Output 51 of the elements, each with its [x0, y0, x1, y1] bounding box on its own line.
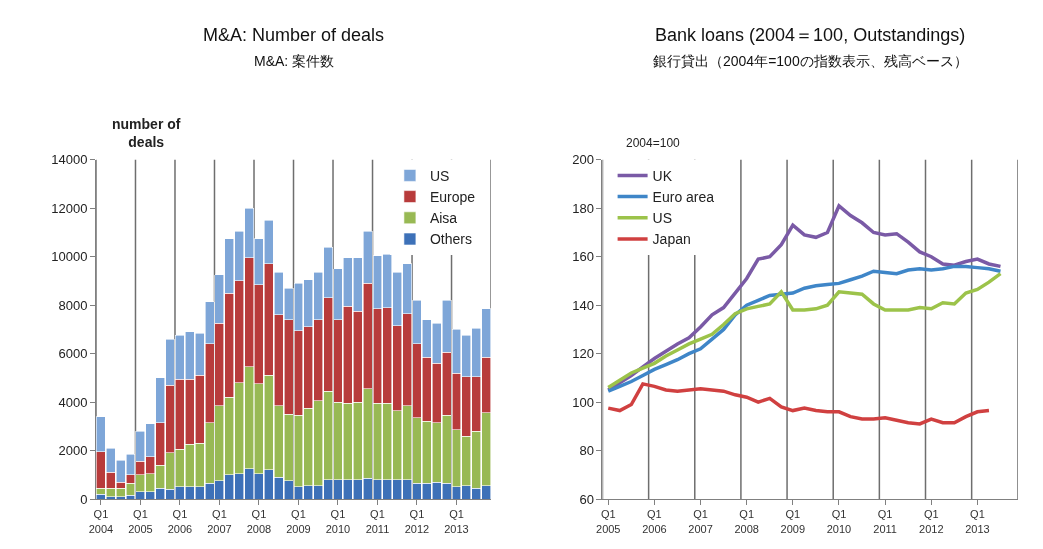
- y-tick-label: 60: [579, 491, 594, 507]
- x-tick-label: Q1 2009: [286, 508, 311, 535]
- x-tick-label: Q1 2005: [596, 508, 621, 535]
- x-tick-label: Q1 2008: [246, 508, 272, 535]
- chart-title: M&A: Number of deals: [203, 25, 385, 45]
- y-tick-label: 140: [572, 297, 594, 313]
- y-axis-title: number of deals: [112, 116, 181, 151]
- x-tick-label: Q1 2004: [88, 508, 114, 535]
- x-tick-label: Q1 2007: [207, 508, 232, 535]
- y-tick-label: 120: [572, 346, 594, 362]
- y-axis-title: 2004=100: [626, 136, 681, 150]
- y-tick-label: 12000: [51, 200, 88, 216]
- x-tick-label: Q1 2006: [642, 508, 667, 535]
- legend-label: UK: [652, 167, 673, 184]
- y-tick-label: 6000: [58, 346, 88, 362]
- y-tick-label: 8000: [58, 297, 88, 313]
- y-tick-label: 160: [572, 249, 594, 265]
- line-series: [606, 204, 1003, 392]
- x-tick-label: Q1 2012: [919, 508, 944, 535]
- y-tick-label: 0: [80, 491, 88, 507]
- legend-label: Japan: [652, 231, 691, 248]
- y-tick-label: 200: [572, 152, 594, 168]
- x-tick-label: Q1 2007: [688, 508, 713, 535]
- y-tick-label: 14000: [51, 152, 88, 168]
- legend-label: Others: [429, 231, 472, 248]
- chart-subtitle: 銀行貸出（2004年=100の指数表示、残高ベース）: [653, 53, 968, 69]
- y-tick-label: 80: [579, 443, 594, 459]
- x-tick-label: Q1 2010: [325, 508, 351, 535]
- x-tick-label: Q1 2008: [734, 508, 759, 535]
- y-tick-label: 4000: [58, 394, 88, 410]
- x-tick-label: Q1 2005: [128, 508, 153, 535]
- legend-label: Aisa: [429, 210, 458, 227]
- x-tick-label: Q1 2013: [444, 508, 469, 535]
- x-tick-label: Q1 2011: [873, 508, 897, 535]
- x-tick-label: Q1 2013: [965, 508, 990, 535]
- line-series: [606, 382, 991, 426]
- x-tick-label: Q1 2010: [826, 508, 852, 535]
- x-tick-label: Q1 2011: [365, 508, 390, 535]
- y-tick-label: 100: [572, 394, 594, 410]
- legend-label: US: [652, 210, 673, 227]
- y-tick-label: 180: [572, 200, 594, 216]
- legend-label: Europe: [429, 189, 476, 206]
- legend-label: US: [429, 167, 450, 184]
- y-tick-label: 10000: [51, 249, 88, 265]
- legend-label: Euro area: [652, 189, 715, 206]
- y-tick-label: 2000: [58, 443, 88, 459]
- x-tick-label: Q1 2009: [780, 508, 806, 535]
- chart-title: Bank loans (2004＝100, Outstandings): [655, 25, 966, 45]
- chart-subtitle: M&A: 案件数: [254, 53, 335, 69]
- x-tick-label: Q1 2006: [167, 508, 193, 535]
- x-tick-label: Q1 2012: [404, 508, 430, 535]
